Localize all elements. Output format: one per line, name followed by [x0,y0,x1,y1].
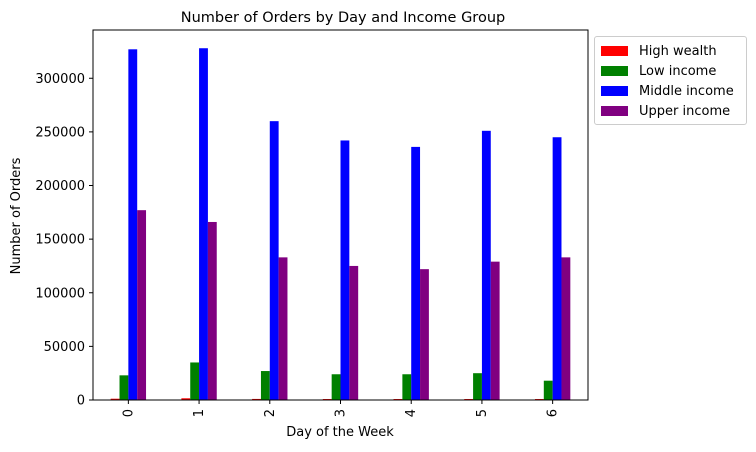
bar-high-wealth [252,398,261,400]
y-axis-label: Number of Orders [9,157,24,274]
legend-swatch [601,86,628,96]
y-tick-label: 250000 [35,125,85,140]
legend-item-upper-income: Upper income [601,101,730,121]
legend-swatch [601,46,628,56]
legend-item-middle-income: Middle income [601,81,734,101]
bar-middle-income [481,130,491,401]
bar-high-wealth [181,398,191,400]
y-tick-label: 150000 [35,233,85,248]
legend-item-high-wealth: High wealth [601,41,717,61]
bar-low-income [190,362,200,400]
bar-upper-income [137,210,147,400]
legend-label: Low income [639,63,717,79]
legend: High wealth Low income Middle income Upp… [594,36,747,125]
bar-low-income [119,375,129,400]
bar-upper-income [561,257,571,400]
legend-label: High wealth [639,43,717,59]
x-tick-label: 0 [121,409,136,417]
legend-label: Upper income [639,103,731,119]
bar-upper-income [349,265,359,400]
bar-upper-income [207,221,217,400]
bar-middle-income [199,48,208,401]
bar-middle-income [269,121,279,400]
bar-middle-income [128,49,138,400]
bar-middle-income [411,146,421,400]
plot-frame [92,29,589,401]
y-tick-label: 300000 [35,72,85,87]
y-tick-label: 100000 [35,286,85,301]
y-tick-label: 50000 [44,340,85,355]
x-tick-label: 2 [263,409,278,417]
x-tick-label: 6 [546,409,561,417]
bar-upper-income [490,261,500,400]
x-tick-label: 1 [192,409,207,417]
y-tick-label: 0 [77,394,85,409]
bar-low-income [473,373,482,400]
x-tick-label: 4 [404,409,419,417]
chart-title: Number of Orders by Day and Income Group [181,10,505,26]
bar-middle-income [340,140,350,400]
bar-low-income [331,374,341,400]
x-axis-label: Day of the Week [286,425,394,440]
legend-label: Middle income [639,83,734,99]
bar-upper-income [420,269,429,400]
legend-swatch [601,66,628,76]
bar-middle-income [552,137,562,400]
y-tick-label: 200000 [35,179,85,194]
bar-high-wealth [110,398,120,400]
x-tick-label: 5 [475,409,490,417]
bar-low-income [543,380,553,400]
x-tick-label: 3 [334,409,349,417]
legend-swatch [601,106,628,116]
legend-item-low-income: Low income [601,61,716,81]
bar-upper-income [278,257,288,400]
plot-area: 0 50000 100000 150000 200000 250000 300000 0 1 2 3… [35,48,571,417]
bar-low-income [402,374,412,400]
bar-low-income [260,371,270,400]
